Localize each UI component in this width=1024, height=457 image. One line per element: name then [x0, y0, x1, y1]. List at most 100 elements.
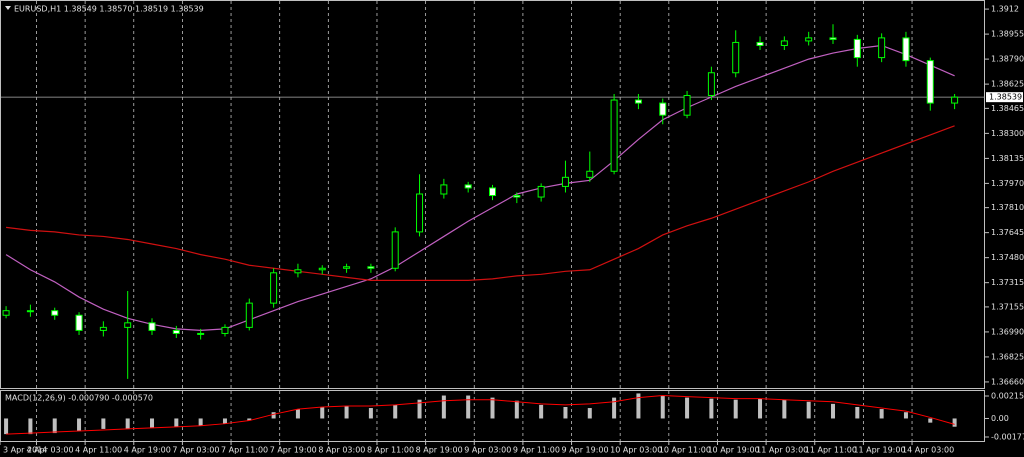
candle-body [2, 310, 10, 316]
macd-header: MACD(12,26,9) -0.000790 -0.000570 [5, 394, 153, 403]
x-tick-label: 9 Apr 03:00 [464, 446, 511, 455]
y-tick-label: 1.38300 [991, 129, 1024, 138]
candle-body [99, 326, 107, 331]
candle-body [659, 102, 667, 116]
macd-bar [514, 400, 519, 419]
macd-bar [174, 418, 179, 427]
macd-bar [539, 404, 544, 419]
x-tick-label: 4 Apr 03:00 [26, 446, 73, 455]
macd-bar [393, 404, 398, 419]
macd-bar [198, 418, 203, 426]
candle-body [367, 266, 375, 269]
x-tick-label: 10 Apr 03:00 [610, 446, 662, 455]
macd-bar [612, 397, 617, 419]
x-tick-label: 9 Apr 11:00 [513, 446, 560, 455]
y-tick-label: 1.37315 [991, 278, 1024, 287]
macd-bar [490, 397, 495, 419]
candle-body [197, 332, 205, 335]
macd-bar [685, 397, 690, 419]
candle-body [951, 96, 959, 104]
menu-arrow[interactable] [5, 6, 11, 10]
macd-bar [928, 418, 933, 423]
candle-body [416, 193, 424, 233]
candle-body [586, 170, 594, 178]
x-tick-label: 10 Apr 11:00 [659, 446, 711, 455]
macd-bar [77, 418, 82, 431]
macd-bar [466, 395, 471, 419]
candle-body [26, 310, 34, 313]
macd-bar [855, 407, 860, 419]
y-tick-label: 1.3912 [991, 5, 1019, 14]
macd-bar [101, 418, 106, 429]
candle-body [294, 269, 302, 274]
y-tick-label: 1.38790 [991, 55, 1024, 64]
macd-bar [344, 405, 349, 419]
macd-bar [879, 409, 884, 419]
x-tick-label: 3 Apr 2014 [3, 446, 47, 455]
x-tick-label: 8 Apr 03:00 [318, 446, 365, 455]
signal-line [6, 395, 955, 435]
candle-body [756, 41, 764, 46]
y-tick-label: 1.36990 [991, 327, 1024, 336]
x-tick-label: 11 Apr 11:00 [805, 446, 857, 455]
x-tick-label: 14 Apr 03:00 [902, 446, 954, 455]
macd-bar [587, 408, 592, 419]
candle-body [561, 176, 569, 187]
macd-bar [368, 408, 373, 419]
x-tick-label: 11 Apr 19:00 [853, 446, 905, 455]
price-panel-frame [0, 0, 985, 389]
x-tick-label: 11 Apr 03:00 [756, 446, 808, 455]
candle-body [124, 322, 132, 328]
y-tick-label: 1.38955 [991, 30, 1024, 39]
candle-body [391, 231, 399, 269]
x-tick-label: 4 Apr 19:00 [124, 446, 171, 455]
candle-body [489, 187, 496, 197]
candle-body [148, 322, 156, 331]
candle-body [853, 38, 861, 59]
macd-bar [417, 399, 422, 419]
y-tick-label: 1.38465 [991, 104, 1024, 113]
y-tick-label: 0.002155 [991, 391, 1024, 400]
candle-body [75, 314, 83, 331]
current-price-box [986, 92, 1023, 103]
x-tick-label: 8 Apr 11:00 [367, 446, 414, 455]
candle-body [683, 94, 691, 116]
macd-bar [830, 403, 835, 419]
macd-bar [660, 395, 665, 419]
y-tick-label: 1.37970 [991, 179, 1024, 188]
candle-body [172, 329, 180, 334]
candle-body [221, 326, 229, 334]
x-tick-label: 8 Apr 19:00 [416, 446, 463, 455]
y-tick-label: 1.37155 [991, 302, 1024, 311]
macd-bar [125, 418, 130, 429]
macd-bar [320, 407, 325, 419]
chart-header: EURUSD,H1 1.38549 1.38570 1.38519 1.3853… [14, 5, 204, 14]
macd-bar [4, 418, 9, 435]
y-tick-label: -0.001775 [991, 432, 1024, 441]
macd-bar [441, 395, 446, 419]
moving-average [5, 44, 955, 332]
candle-body [829, 37, 837, 40]
macd-bar [806, 401, 811, 419]
x-tick-label: 4 Apr 11:00 [75, 446, 122, 455]
moving-average [6, 125, 955, 281]
candle-body [513, 195, 521, 198]
candle-body [780, 40, 788, 46]
y-tick-label: 1.36825 [991, 352, 1024, 361]
macd-bar [563, 407, 568, 419]
macd-bar [782, 399, 787, 419]
macd-bar [903, 412, 908, 419]
candle-body [805, 37, 813, 42]
candle-body [440, 184, 448, 195]
macd-bar [733, 399, 738, 419]
y-tick-label: 1.36660 [991, 377, 1024, 386]
y-tick-label: 0.00 [991, 414, 1009, 423]
candle-body [343, 266, 351, 269]
x-tick-label: 7 Apr 19:00 [270, 446, 317, 455]
macd-bar [222, 418, 227, 424]
candle-body [245, 302, 253, 328]
candle-body [707, 72, 715, 96]
y-tick-label: 1.37480 [991, 253, 1024, 262]
y-tick-label: 1.38625 [991, 80, 1024, 89]
